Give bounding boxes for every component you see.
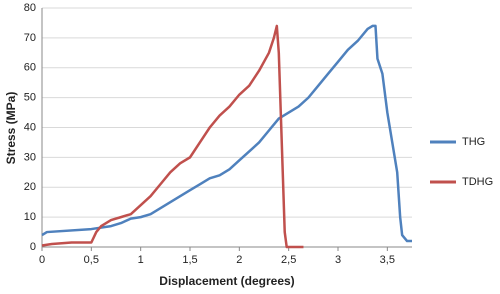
series-line [41,24,304,249]
y-axis-title: Stress (MPa) [4,92,18,165]
legend-label: THG [462,136,485,148]
y-tick-label: 30 [24,151,36,163]
y-tick-label: 0 [30,241,36,253]
x-tick-label: 3 [335,254,341,266]
x-tick-label: 0,5 [84,254,99,266]
x-axis-title: Displacement (degrees) [159,274,294,288]
y-tick-label: 10 [24,211,36,223]
y-tick-label: 50 [24,92,36,104]
x-tick-label: 2,5 [281,254,296,266]
x-tick-label: 0 [39,254,45,266]
x-tick-label: 1 [138,254,144,266]
y-tick-label: 20 [24,181,36,193]
y-tick-label: 70 [24,32,36,44]
y-tick-label: 60 [24,62,36,74]
y-tick-label: 80 [24,2,36,14]
series-line [41,24,412,243]
y-tick-label: 40 [24,121,36,133]
x-tick-label: 2 [236,254,242,266]
legend-label: TDHG [462,176,493,188]
x-tick-label: 1,5 [182,254,197,266]
x-tick-label: 3,5 [380,254,395,266]
